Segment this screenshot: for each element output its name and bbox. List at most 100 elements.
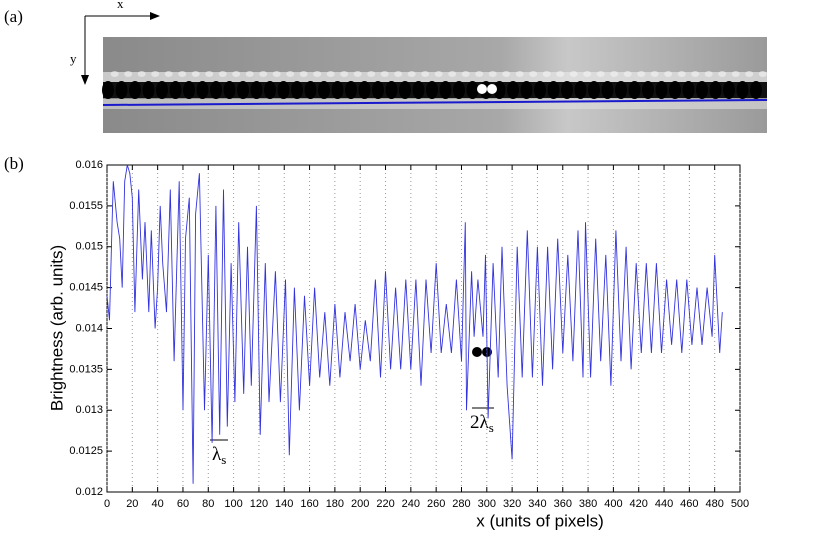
image-blob-halo bbox=[731, 71, 740, 77]
image-blob bbox=[291, 81, 303, 99]
image-blob bbox=[277, 81, 290, 99]
image-blob bbox=[628, 81, 641, 99]
image-blob bbox=[655, 81, 668, 99]
profile-line bbox=[102, 99, 768, 106]
image-blob-halo bbox=[286, 71, 295, 77]
y-tick-label: 0.014 bbox=[75, 322, 103, 334]
image-band bbox=[103, 72, 767, 82]
image-blob-halo bbox=[259, 71, 268, 77]
axis-label: y bbox=[70, 51, 77, 66]
image-blob bbox=[561, 81, 573, 99]
image-blob-halo bbox=[488, 71, 497, 77]
y-tick-label: 0.015 bbox=[75, 241, 103, 253]
x-tick-label: 380 bbox=[579, 498, 597, 510]
x-tick-label: 20 bbox=[126, 498, 138, 510]
x-tick-label: 460 bbox=[680, 498, 698, 510]
x-tick-label: 400 bbox=[604, 498, 622, 510]
image-blob bbox=[709, 81, 722, 99]
x-tick-label: 320 bbox=[503, 498, 521, 510]
y-tick-label: 0.0155 bbox=[69, 200, 103, 212]
image-blob bbox=[264, 81, 276, 99]
y-axis-label: Brightness (arb. units) bbox=[47, 245, 66, 411]
image-blob-halo bbox=[110, 71, 119, 77]
image-blob-halo bbox=[367, 71, 376, 77]
image-blob-halo bbox=[583, 71, 592, 77]
image-blob bbox=[642, 81, 654, 99]
x-axis-label: x (units of pixels) bbox=[476, 511, 604, 530]
image-blob-halo bbox=[745, 71, 754, 77]
image-blob-halo bbox=[596, 71, 605, 77]
image-blob bbox=[750, 81, 762, 99]
image-blob-halo bbox=[610, 71, 619, 77]
arrow-head bbox=[150, 12, 160, 20]
y-tick-label: 0.0135 bbox=[69, 363, 103, 375]
image-blob-halo bbox=[569, 71, 578, 77]
image-blob bbox=[547, 81, 560, 99]
image-blob bbox=[358, 81, 371, 99]
image-blob-halo bbox=[421, 71, 430, 77]
image-blob-halo bbox=[475, 71, 484, 77]
image-blob bbox=[615, 81, 627, 99]
image-blob-halo bbox=[407, 71, 416, 77]
image-blob-halo bbox=[394, 71, 403, 77]
image-blob bbox=[696, 81, 708, 99]
image-blob bbox=[385, 81, 398, 99]
y-tick-label: 0.012 bbox=[75, 486, 103, 498]
particle-marker bbox=[472, 347, 482, 357]
image-blob-halo bbox=[272, 71, 281, 77]
image-blob bbox=[129, 81, 141, 99]
image-blob bbox=[142, 81, 155, 99]
x-tick-label: 300 bbox=[478, 498, 496, 510]
x-tick-label: 340 bbox=[528, 498, 546, 510]
image-blob bbox=[318, 81, 330, 99]
image-blob bbox=[372, 81, 384, 99]
x-tick-label: 240 bbox=[402, 498, 420, 510]
particle bbox=[477, 84, 487, 94]
axis-label: x bbox=[117, 0, 124, 11]
image-blob-halo bbox=[218, 71, 227, 77]
image-blob-halo bbox=[313, 71, 322, 77]
image-blob-halo bbox=[515, 71, 524, 77]
image-blob-halo bbox=[164, 71, 173, 77]
image-blob-halo bbox=[434, 71, 443, 77]
image-blob bbox=[534, 81, 546, 99]
arrow-head bbox=[81, 75, 89, 85]
image-blob-halo bbox=[137, 71, 146, 77]
x-tick-label: 160 bbox=[300, 498, 318, 510]
image-blob-halo bbox=[556, 71, 565, 77]
panel-label: (a) bbox=[4, 7, 23, 26]
x-tick-label: 140 bbox=[275, 498, 293, 510]
image-blob-halo bbox=[691, 71, 700, 77]
image-blob bbox=[210, 81, 222, 99]
image-blob-halo bbox=[178, 71, 187, 77]
x-tick-label: 200 bbox=[351, 498, 369, 510]
image-blob bbox=[183, 81, 195, 99]
image-blob bbox=[439, 81, 452, 99]
x-tick-label: 60 bbox=[177, 498, 189, 510]
image-blob bbox=[156, 81, 168, 99]
image-blob-halo bbox=[677, 71, 686, 77]
y-tick-label: 0.016 bbox=[75, 159, 103, 171]
x-tick-label: 360 bbox=[554, 498, 572, 510]
particle bbox=[487, 84, 497, 94]
brightness-line bbox=[106, 164, 723, 484]
image-blob-halo bbox=[380, 71, 389, 77]
image-blob-halo bbox=[502, 71, 511, 77]
x-tick-label: 220 bbox=[376, 498, 394, 510]
image-blob bbox=[169, 81, 182, 99]
image-blob bbox=[723, 81, 735, 99]
image-blob-halo bbox=[529, 71, 538, 77]
image-blob-halo bbox=[299, 71, 308, 77]
image-blob bbox=[507, 81, 519, 99]
image-blob-halo bbox=[353, 71, 362, 77]
image-blob-halo bbox=[718, 71, 727, 77]
image-blob bbox=[250, 81, 263, 99]
x-tick-label: 420 bbox=[630, 498, 648, 510]
image-blob-halo bbox=[124, 71, 133, 77]
image-blob bbox=[102, 81, 114, 99]
x-tick-label: 480 bbox=[706, 498, 724, 510]
x-tick-label: 500 bbox=[731, 498, 749, 510]
x-tick-label: 80 bbox=[202, 498, 214, 510]
image-blob bbox=[520, 81, 533, 99]
